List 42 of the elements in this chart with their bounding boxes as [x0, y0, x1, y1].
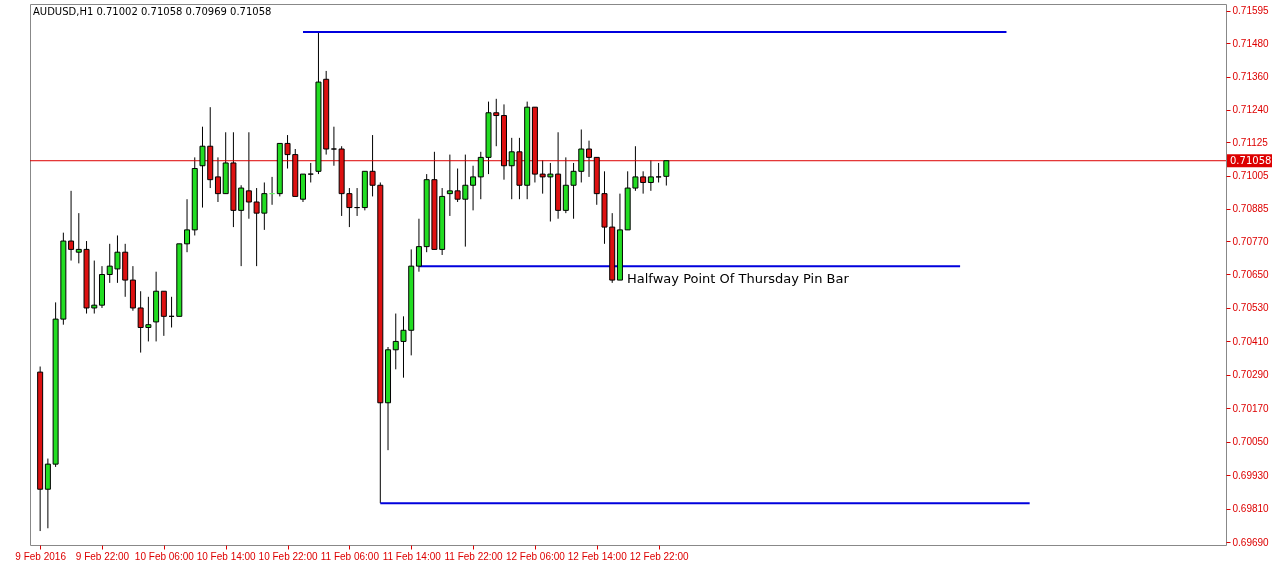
y-tick-label: 0.70885	[1232, 203, 1270, 215]
x-tick-label: 9 Feb 22:00	[75, 550, 130, 562]
y-tick-label: 0.70770	[1232, 235, 1270, 247]
candlestick	[68, 190, 75, 262]
chart-title: AUDUSD,H1 0.71002 0.71058 0.70969 0.71058	[33, 6, 272, 17]
candlestick	[307, 162, 314, 183]
x-tick-label: 12 Feb 14:00	[567, 550, 628, 562]
candlestick	[586, 140, 593, 178]
y-tick-label: 0.71125	[1232, 136, 1269, 148]
candlestick	[655, 162, 662, 183]
ref-line-label: 0.71058	[1230, 154, 1272, 166]
y-tick-label: 0.69930	[1232, 469, 1270, 481]
y-tick-label: 0.70050	[1232, 436, 1270, 448]
y-tick-label: 0.71005	[1232, 170, 1270, 181]
x-tick-label: 12 Feb 06:00	[505, 550, 566, 562]
x-tick-label: 11 Feb 22:00	[444, 550, 504, 562]
x-tick-label: 11 Feb 14:00	[382, 550, 442, 562]
candlestick	[470, 165, 477, 211]
candlestick	[330, 126, 337, 167]
y-tick-label: 0.70410	[1232, 335, 1270, 347]
candlestick	[184, 198, 191, 253]
candlestick	[415, 218, 422, 273]
x-tick-label: 12 Feb 22:00	[629, 550, 690, 562]
y-tick-label: 0.71240	[1232, 104, 1270, 116]
y-tick-label: 0.69810	[1232, 503, 1270, 515]
y-tick-label: 0.70530	[1232, 302, 1270, 314]
y-tick-label: 0.71360	[1232, 71, 1270, 83]
y-tick-label: 0.70290	[1232, 369, 1270, 381]
x-tick-label: 10 Feb 14:00	[196, 550, 257, 562]
annotation: Halfway Point Of Thursday Pin Bar	[627, 271, 850, 286]
y-tick-label: 0.71595	[1232, 5, 1270, 17]
candlestick	[214, 156, 221, 203]
x-tick-label: 10 Feb 06:00	[134, 550, 195, 562]
x-tick-label: 10 Feb 22:00	[258, 550, 318, 562]
candlestick	[647, 159, 654, 192]
x-tick-label: 11 Feb 06:00	[320, 550, 380, 562]
y-tick-label: 0.70650	[1232, 269, 1270, 280]
x-tick-label: 9 Feb 2016	[15, 550, 67, 562]
y-tick-label: 0.69690	[1232, 536, 1270, 548]
y-tick-label: 0.70170	[1232, 402, 1270, 414]
candlestick	[663, 160, 670, 187]
y-tick-label: 0.71480	[1232, 37, 1270, 49]
